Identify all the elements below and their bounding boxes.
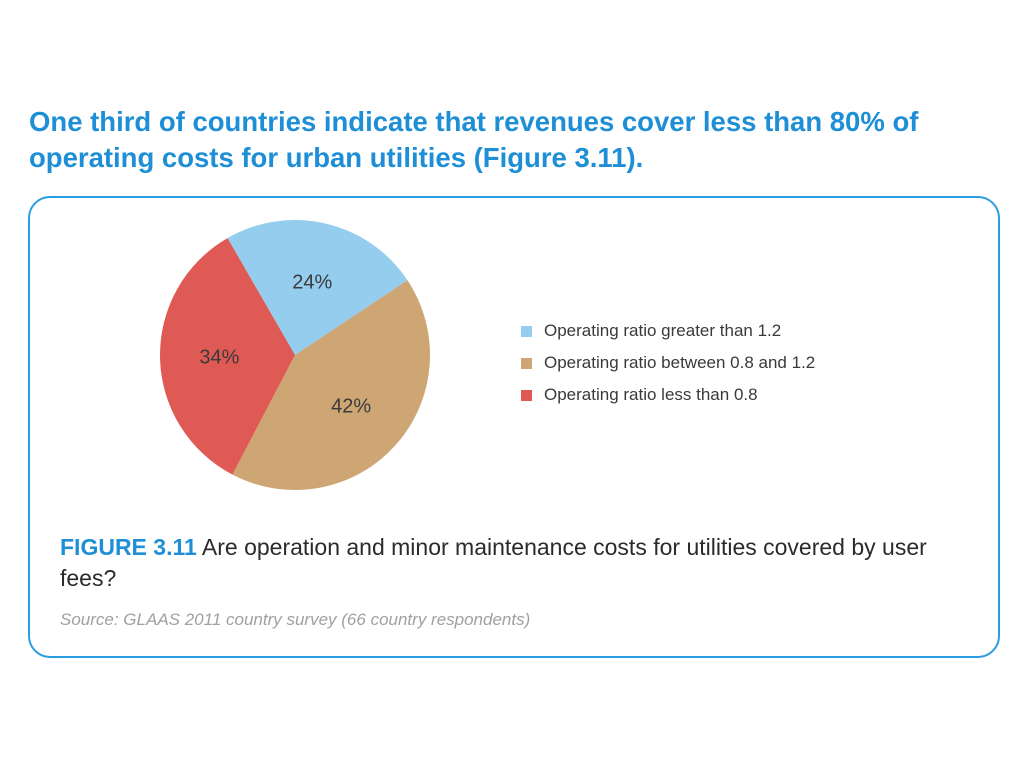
legend-swatch [521, 325, 532, 337]
figure-panel: 24% 42% 34% Operating ratio greater than 1… [28, 196, 1000, 658]
pie-chart: 24% 42% 34% [159, 220, 430, 490]
slice-value-label: 42% [331, 396, 371, 418]
pie-slice [159, 238, 295, 475]
slice-value-label: 34% [199, 347, 239, 369]
legend-label: Operating ratio greater than 1.2 [544, 321, 782, 340]
pie-slice [232, 280, 430, 490]
legend-item: Operating ratio between 0.8 and 1.2 [521, 347, 815, 379]
headline: One third of countries indicate that rev… [29, 106, 919, 173]
legend-item: Operating ratio greater than 1.2 [521, 315, 815, 347]
legend-item: Operating ratio less than 0.8 [521, 379, 815, 411]
figure-caption: FIGURE 3.11 Are operation and minor main… [60, 532, 960, 594]
legend-swatch [521, 389, 532, 401]
pie-slice [227, 220, 408, 355]
legend-label: Operating ratio between 0.8 and 1.2 [544, 353, 816, 372]
figure-title: Are operation and minor maintenance cost… [60, 534, 927, 591]
figure-number: FIGURE 3.11 [60, 534, 197, 560]
legend-label: Operating ratio less than 0.8 [544, 385, 758, 404]
chart-legend: Operating ratio greater than 1.2 Operatin… [521, 315, 815, 411]
legend-swatch [521, 357, 532, 369]
slice-value-label: 24% [292, 271, 332, 293]
figure-source: Source: GLAAS 2011 country survey (66 co… [60, 610, 531, 629]
